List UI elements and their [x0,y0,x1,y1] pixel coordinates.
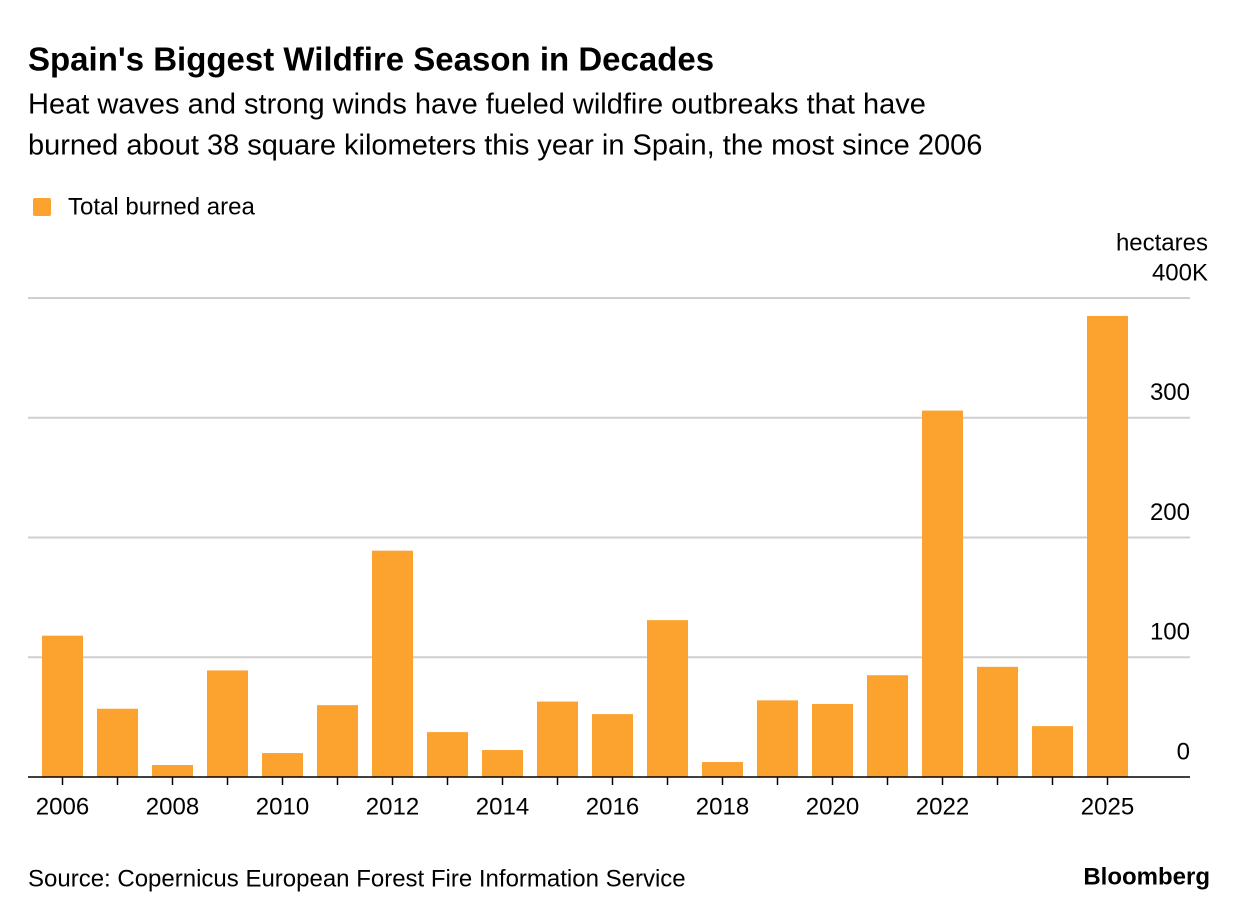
x-tick-label: 2010 [256,793,309,820]
bar [482,750,523,777]
y-tick-label: 100 [1150,619,1190,646]
bar [1087,315,1128,777]
x-tick-label: 2014 [476,793,529,820]
bar [317,705,358,777]
bar [977,666,1018,777]
x-tick-label: 2008 [146,793,199,820]
bar [592,714,633,777]
chart-subtitle: Heat waves and strong winds have fueled … [28,89,926,121]
brand: Bloomberg [1083,863,1210,890]
bar [922,410,963,777]
bar [812,703,853,777]
x-tick-label: 2006 [36,793,89,820]
x-tick-label: 2018 [696,793,749,820]
axis-label: hectares [1116,229,1208,256]
source: Source: Copernicus European Forest Fire … [28,865,686,892]
bar [152,765,193,777]
bar [647,620,688,777]
bar [207,670,248,777]
bar [757,700,798,777]
bar [702,762,743,777]
bar [867,675,908,777]
bar [42,635,83,777]
legend-label: Total burned area [68,193,255,220]
x-tick-label: 2012 [366,793,419,820]
x-tick-label: 2025 [1081,793,1134,820]
x-tick-label: 2020 [806,793,859,820]
legend-swatch [33,198,51,216]
bar [537,701,578,777]
chart-subtitle: burned about 38 square kilometers this y… [28,130,982,162]
y-tick-label: 0 [1177,738,1190,765]
y-tick-label: 300 [1150,379,1190,406]
bar [427,732,468,777]
bar [262,753,303,777]
bar [1032,726,1073,777]
chart-title: Spain's Biggest Wildfire Season in Decad… [28,41,714,78]
x-tick-label: 2022 [916,793,969,820]
y-tick-label: 200 [1150,499,1190,526]
bar [372,550,413,777]
x-tick-label: 2016 [586,793,639,820]
bar [97,708,138,777]
y-tick-label: 400K [1152,259,1208,286]
